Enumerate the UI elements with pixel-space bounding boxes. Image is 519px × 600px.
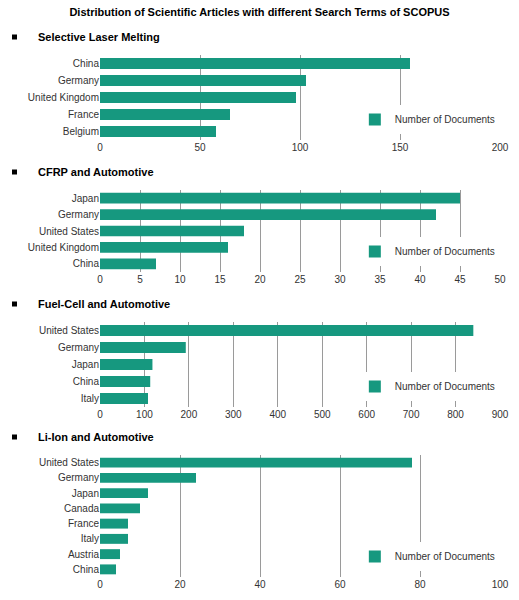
svg-text:200: 200 (181, 409, 198, 420)
svg-text:40: 40 (254, 579, 266, 590)
svg-text:100: 100 (292, 142, 309, 153)
svg-text:0: 0 (97, 142, 103, 153)
svg-text:200: 200 (492, 142, 509, 153)
svg-text:Germany: Germany (58, 209, 99, 220)
svg-text:France: France (68, 518, 100, 529)
svg-text:China: China (73, 564, 100, 575)
svg-text:France: France (68, 109, 100, 120)
svg-text:40: 40 (414, 274, 426, 285)
svg-text:China: China (73, 258, 100, 269)
svg-text:Japan: Japan (72, 488, 99, 499)
svg-text:400: 400 (269, 409, 286, 420)
svg-text:Austria: Austria (68, 549, 100, 560)
svg-text:Selective Laser Melting: Selective Laser Melting (38, 31, 160, 43)
svg-text:0: 0 (97, 274, 103, 285)
svg-text:Number of Documents: Number of Documents (395, 551, 495, 562)
svg-text:United States: United States (39, 226, 99, 237)
svg-text:0: 0 (97, 409, 103, 420)
svg-text:300: 300 (225, 409, 242, 420)
svg-text:10: 10 (174, 274, 186, 285)
svg-text:600: 600 (358, 409, 375, 420)
svg-text:50: 50 (494, 274, 506, 285)
svg-text:China: China (73, 376, 100, 387)
svg-text:Number of Documents: Number of Documents (395, 381, 495, 392)
svg-text:Italy: Italy (81, 533, 99, 544)
svg-text:35: 35 (374, 274, 386, 285)
svg-text:500: 500 (314, 409, 331, 420)
svg-text:China: China (73, 58, 100, 69)
svg-text:0: 0 (97, 579, 103, 590)
svg-text:20: 20 (174, 579, 186, 590)
svg-text:United Kingdom: United Kingdom (28, 92, 99, 103)
svg-text:United States: United States (39, 325, 99, 336)
svg-text:15: 15 (214, 274, 226, 285)
svg-text:Belgium: Belgium (63, 126, 99, 137)
svg-text:Distribution of Scientific Art: Distribution of Scientific Articles with… (69, 6, 449, 18)
svg-text:25: 25 (294, 274, 306, 285)
svg-text:100: 100 (136, 409, 153, 420)
svg-text:Germany: Germany (58, 75, 99, 86)
svg-text:45: 45 (454, 274, 466, 285)
svg-text:50: 50 (194, 142, 206, 153)
svg-text:Fuel-Cell and Automotive: Fuel-Cell and Automotive (38, 298, 170, 310)
svg-text:Number of Documents: Number of Documents (395, 246, 495, 257)
svg-text:900: 900 (492, 409, 509, 420)
svg-text:CFRP and Automotive: CFRP and Automotive (38, 166, 154, 178)
svg-text:Japan: Japan (72, 359, 99, 370)
svg-text:800: 800 (447, 409, 464, 420)
svg-text:Li-Ion and Automotive: Li-Ion and Automotive (38, 431, 154, 443)
svg-text:Italy: Italy (81, 393, 99, 404)
svg-text:60: 60 (334, 579, 346, 590)
svg-text:Germany: Germany (58, 472, 99, 483)
svg-text:Germany: Germany (58, 342, 99, 353)
svg-text:700: 700 (403, 409, 420, 420)
svg-text:United States: United States (39, 457, 99, 468)
svg-text:United Kingdom: United Kingdom (28, 242, 99, 253)
svg-text:30: 30 (334, 274, 346, 285)
svg-text:80: 80 (414, 579, 426, 590)
svg-text:100: 100 (492, 579, 509, 590)
svg-text:Canada: Canada (64, 503, 99, 514)
svg-text:Number of Documents: Number of Documents (395, 114, 495, 125)
svg-text:Japan: Japan (72, 193, 99, 204)
svg-text:5: 5 (137, 274, 143, 285)
svg-text:20: 20 (254, 274, 266, 285)
svg-text:150: 150 (392, 142, 409, 153)
